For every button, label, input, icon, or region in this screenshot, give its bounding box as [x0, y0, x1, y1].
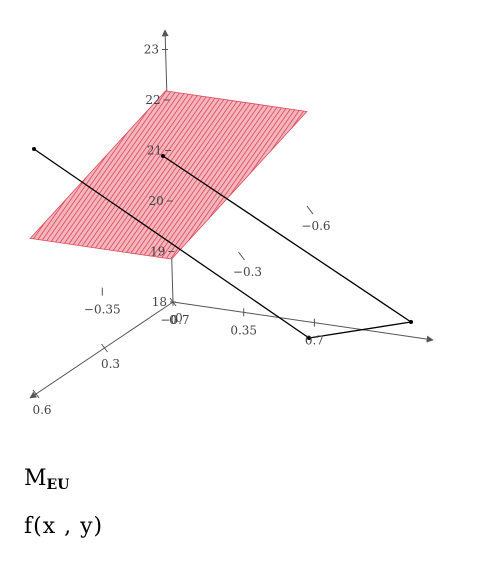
- y-tick-label-4: 0.6: [32, 403, 51, 417]
- z-tick-label-5: 23: [144, 43, 159, 57]
- y-axis-line: [29, 301, 174, 399]
- x-axis-line: [172, 301, 434, 343]
- function-caption: f(x , y): [24, 514, 104, 539]
- y-tick-1: [238, 251, 245, 261]
- plot-3d: 18 19 20 21 22 23 −0.35 0 0.35 0.7 −0.7 −0.6 −0.3 0…: [29, 29, 434, 417]
- variable-subscript: EU: [46, 477, 70, 493]
- x-tick-label-2: 0.35: [230, 323, 257, 337]
- variable-main: M: [24, 466, 47, 491]
- x-tick-label-0: −0.35: [84, 303, 121, 317]
- x-tick-label-3: 0.7: [305, 334, 324, 348]
- frame-vertex-3: [32, 147, 36, 151]
- frame-back-diagonal: [162, 155, 412, 323]
- frame-vertex-0: [161, 154, 165, 158]
- z-axis-ticks: 18 19 20 21 22 23: [144, 43, 176, 309]
- y-tick-4: [32, 389, 40, 399]
- z-tick-label-3: 21: [147, 144, 162, 158]
- z-tick-label-1: 19: [150, 245, 165, 259]
- z-tick-label-4: 22: [145, 93, 160, 107]
- y-tick-label-0: −0.6: [301, 219, 330, 233]
- frame-vertex-1: [409, 320, 413, 324]
- frame-vertex-2: [307, 336, 311, 340]
- x-tick-extra-label-0: −0.7: [160, 313, 189, 327]
- frame-floor-edge: [308, 321, 412, 339]
- y-axis-ticks: −0.6 −0.3 0 0.3 0.6: [32, 205, 331, 417]
- x-axis-ticks: −0.35 0 0.35 0.7 −0.7: [84, 287, 324, 348]
- x-tick-label-1: 0: [169, 313, 177, 327]
- y-tick-label-2: 0: [175, 311, 183, 325]
- frame-front-diagonal: [33, 148, 310, 339]
- y-tick-label-1: −0.3: [233, 265, 262, 279]
- surface-patch: [29, 90, 308, 260]
- z-tick-label-2: 20: [149, 194, 164, 208]
- variable-caption: MEU: [24, 466, 69, 493]
- y-tick-0: [306, 205, 314, 215]
- bounding-frame: [32, 147, 413, 340]
- z-tick-label-0: 18: [152, 295, 167, 309]
- y-tick-label-3: 0.3: [101, 357, 120, 371]
- y-tick-2: [169, 297, 177, 307]
- y-tick-3: [101, 343, 108, 353]
